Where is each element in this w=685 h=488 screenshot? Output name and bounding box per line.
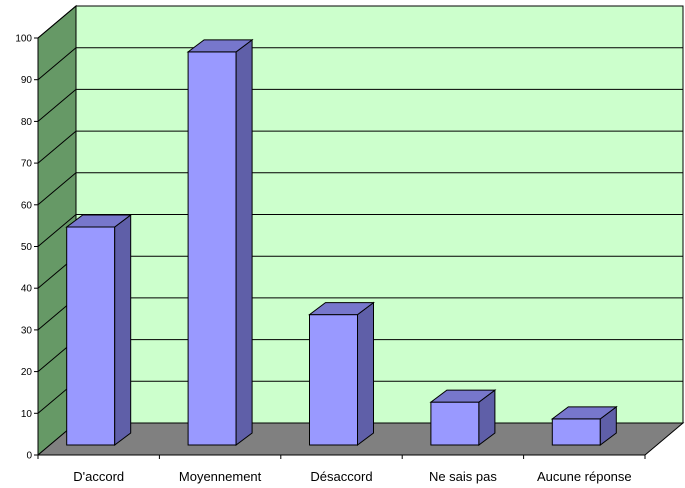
bar	[429, 389, 497, 446]
axes	[34, 37, 646, 459]
gridline	[37, 88, 683, 122]
gridline	[37, 47, 683, 81]
bar-side	[357, 301, 374, 446]
gridline	[37, 214, 683, 247]
bar-side	[235, 38, 253, 446]
bar-front	[430, 401, 480, 446]
y-tick-label: 70	[21, 159, 33, 170]
bar	[186, 38, 254, 446]
y-tick-label: 10	[21, 409, 33, 420]
bar-front	[551, 418, 601, 446]
bar-front	[187, 51, 237, 446]
y-tick-label: 30	[21, 325, 33, 336]
bar-top	[65, 214, 133, 228]
y-tick-label: 0	[26, 451, 32, 462]
y-tick-label: 20	[21, 367, 33, 378]
x-category-label: Aucune réponse	[537, 469, 632, 484]
y-tick-label: 100	[15, 34, 32, 45]
bar	[550, 405, 618, 446]
y-tick-label: 40	[21, 284, 33, 295]
y-tick-label: 90	[21, 75, 33, 86]
x-category-label: Moyennement	[179, 469, 262, 484]
y-tick-labels: 0 10 20 30 40 50 60 70 80 90 100	[15, 34, 32, 462]
y-tick-label: 50	[21, 242, 33, 253]
gridline	[37, 130, 683, 164]
x-category-label: D'accord	[73, 469, 124, 484]
bar-top	[186, 39, 254, 53]
bar-top	[550, 406, 618, 420]
x-category-labels: D'accord Moyennement Désaccord Ne sais pas A…	[73, 469, 631, 484]
bars	[65, 38, 618, 446]
y-tick-label: 80	[21, 117, 33, 128]
gridlines	[37, 5, 683, 414]
bar-side	[114, 214, 132, 446]
gridline	[37, 172, 683, 206]
bar-front	[66, 226, 116, 446]
x-category-label: Ne sais pas	[429, 469, 497, 484]
bar-top	[308, 302, 375, 316]
bar	[308, 301, 375, 446]
x-category-label: Désaccord	[310, 469, 372, 484]
gridline	[37, 5, 683, 39]
bar-front	[309, 314, 358, 446]
y-tick-label: 60	[21, 200, 33, 211]
bar-top	[429, 389, 497, 403]
bar	[65, 214, 133, 446]
